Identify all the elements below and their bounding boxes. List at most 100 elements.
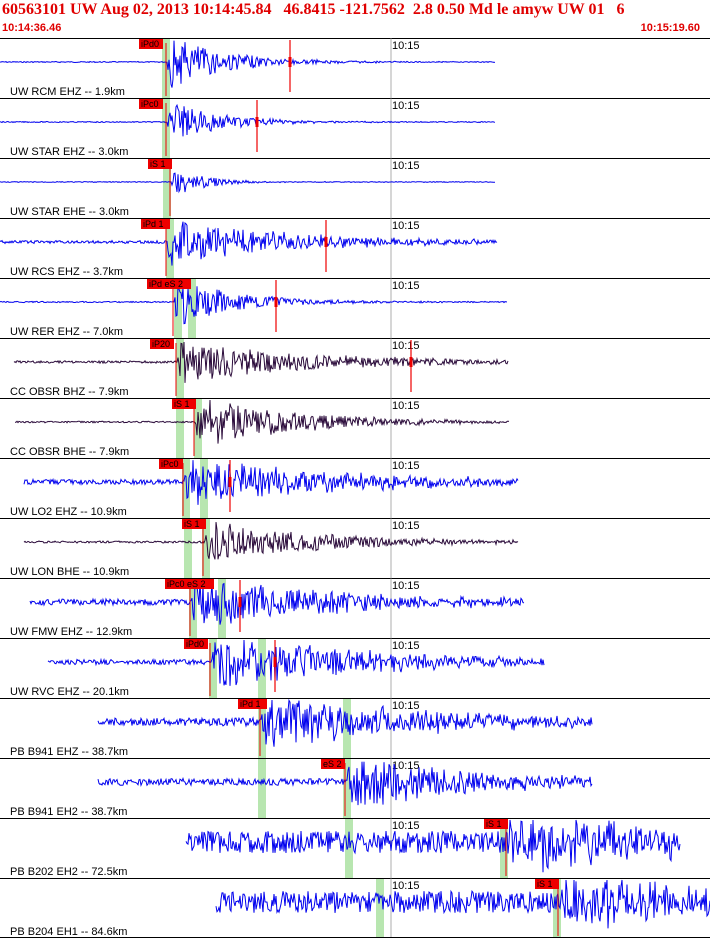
pick-label: iPd 1 xyxy=(240,699,261,709)
trace-row[interactable]: 10:15 iPd0 UW RVC EHZ -- 20.1km xyxy=(0,638,710,698)
tick-label: 10:15 xyxy=(392,760,420,772)
station-label: PB B941 EHZ -- 38.7km xyxy=(10,746,128,758)
trace-row[interactable]: 10:15 iS 1 UW STAR EHE -- 3.0km xyxy=(0,158,710,218)
pick-label: iS 1 xyxy=(184,519,200,529)
pick-label: iPd eS 2 xyxy=(149,279,183,289)
station-label: UW LON BHE -- 10.9km xyxy=(10,566,129,578)
station-label: UW FMW EHZ -- 12.9km xyxy=(10,626,132,638)
tick-label: 10:15 xyxy=(392,160,420,172)
trace-row[interactable]: 10:15 iPd 1 PB B941 EHZ -- 38.7km xyxy=(0,698,710,758)
pick-flag[interactable] xyxy=(182,519,206,529)
pick-label: iS 1 xyxy=(174,399,190,409)
amplitude-tick xyxy=(273,657,277,667)
pick-flag[interactable] xyxy=(184,639,208,649)
waveform xyxy=(23,522,519,560)
trace-row[interactable]: 10:15 iPd eS 2 UW RER EHZ -- 7.0km xyxy=(0,278,710,338)
pick-band xyxy=(184,518,192,578)
trace-row[interactable]: 10:15 iPd 1 UW RCS EHZ -- 3.7km xyxy=(0,218,710,278)
pick-flag[interactable] xyxy=(172,399,196,409)
pick-flag[interactable] xyxy=(141,219,170,229)
pick-flag[interactable] xyxy=(238,699,267,709)
start-time: 10:14:36.46 xyxy=(2,22,62,34)
station-label: UW RCS EHZ -- 3.7km xyxy=(10,266,123,278)
pick-label: iPc0 eS 2 xyxy=(167,579,206,589)
pick-label: iPc0 xyxy=(141,99,159,109)
trace-row[interactable]: 10:15 iP20 CC OBSR BHZ -- 7.9km xyxy=(0,338,710,398)
trace-row[interactable]: 10:15 eS 2 PB B941 EH2 -- 38.7km xyxy=(0,758,710,818)
pick-band xyxy=(202,518,210,578)
pick-flag[interactable] xyxy=(159,459,183,469)
station-label: PB B202 EH2 -- 72.5km xyxy=(10,866,127,878)
pick-band xyxy=(258,758,266,818)
trace-row[interactable]: 10:15 iS 1 PB B202 EH2 -- 72.5km xyxy=(0,818,710,878)
pick-flag[interactable] xyxy=(139,39,163,49)
waveform xyxy=(0,285,507,325)
waveform xyxy=(47,639,545,686)
waveform xyxy=(0,221,498,266)
pick-flag[interactable] xyxy=(165,579,214,589)
waveform xyxy=(0,40,496,88)
tick-label: 10:15 xyxy=(392,820,420,832)
station-label: CC OBSR BHE -- 7.9km xyxy=(10,446,129,458)
pick-band xyxy=(553,878,561,938)
waveform xyxy=(13,341,509,383)
waveform xyxy=(15,399,510,444)
trace-row[interactable]: 10:15 iPc0 eS 2 UW FMW EHZ -- 12.9km xyxy=(0,578,710,638)
tick-label: 10:15 xyxy=(392,700,420,712)
pick-band xyxy=(166,218,174,278)
pick-flag[interactable] xyxy=(139,99,163,109)
pick-band xyxy=(200,458,208,518)
amplitude-tick xyxy=(255,117,259,127)
pick-band xyxy=(500,818,508,878)
pick-band xyxy=(209,638,217,698)
trace-row[interactable]: 10:15 iS 1 UW LON BHE -- 10.9km xyxy=(0,518,710,578)
pick-flag[interactable] xyxy=(321,759,345,769)
station-label: UW RVC EHZ -- 20.1km xyxy=(10,686,129,698)
pick-label: iPd0 xyxy=(141,39,159,49)
station-label: UW STAR EHZ -- 3.0km xyxy=(10,146,128,158)
station-label: PB B941 EH2 -- 38.7km xyxy=(10,806,127,818)
waveform xyxy=(185,819,681,873)
pick-flag[interactable] xyxy=(484,819,508,829)
tick-label: 10:15 xyxy=(392,460,420,472)
station-label: UW STAR EHE -- 3.0km xyxy=(10,206,129,218)
trace-row[interactable]: 10:15 iS 1 PB B204 EH1 -- 84.6km xyxy=(0,878,710,938)
pick-label: iPd 1 xyxy=(143,219,164,229)
pick-label: iPd0 xyxy=(186,639,204,649)
pick-label: eS 2 xyxy=(323,759,342,769)
event-title: 60563101 UW Aug 02, 2013 10:14:45.84 46.… xyxy=(2,1,625,18)
tick-label: 10:15 xyxy=(392,280,420,292)
pick-label: iPc0 xyxy=(161,459,179,469)
tick-label: 10:15 xyxy=(392,100,420,112)
pick-band xyxy=(343,758,351,818)
end-time: 10:15:19.60 xyxy=(640,22,700,34)
pick-flag[interactable] xyxy=(150,339,174,349)
amplitude-tick xyxy=(409,357,413,367)
pick-label: iS 1 xyxy=(537,879,553,889)
tick-label: 10:15 xyxy=(392,40,420,52)
trace-row[interactable]: 10:15 iPc0 UW STAR EHZ -- 3.0km xyxy=(0,98,710,158)
amplitude-tick xyxy=(274,297,278,307)
amplitude-tick xyxy=(228,477,232,487)
trace-row[interactable]: 10:15 iPd0 UW RCM EHZ -- 1.9km xyxy=(0,38,710,98)
pick-band xyxy=(182,458,190,518)
pick-band xyxy=(176,398,184,458)
pick-flag[interactable] xyxy=(535,879,559,889)
trace-row[interactable]: 10:15 iS 1 CC OBSR BHE -- 7.9km xyxy=(0,398,710,458)
pick-flag[interactable] xyxy=(147,279,191,289)
pick-flag[interactable] xyxy=(148,159,172,169)
event-header: 60563101 UW Aug 02, 2013 10:14:45.84 46.… xyxy=(0,0,710,38)
waveform xyxy=(29,579,525,625)
waveform xyxy=(23,460,519,505)
station-label: UW RCM EHZ -- 1.9km xyxy=(10,86,125,98)
station-label: UW LO2 EHZ -- 10.9km xyxy=(10,506,127,518)
pick-band xyxy=(343,698,351,758)
trace-row[interactable]: 10:15 iPc0 UW LO2 EHZ -- 10.9km xyxy=(0,458,710,518)
amplitude-tick xyxy=(238,597,242,607)
pick-label: iS 1 xyxy=(150,159,166,169)
pick-band xyxy=(163,158,171,218)
tick-label: 10:15 xyxy=(392,400,420,412)
amplitude-tick xyxy=(288,57,292,67)
